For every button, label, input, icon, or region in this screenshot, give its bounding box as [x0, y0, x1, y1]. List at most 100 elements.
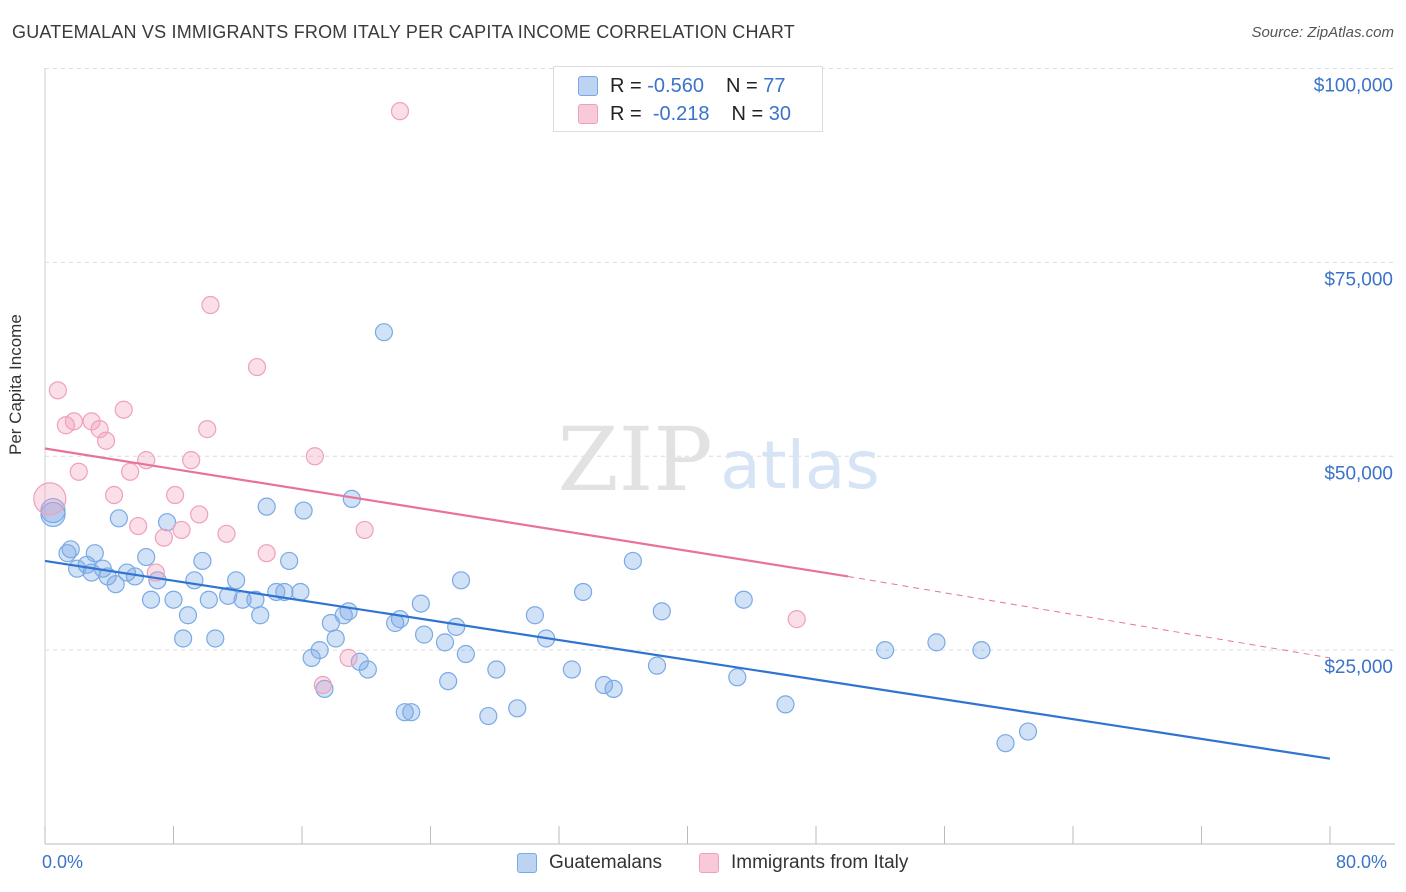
- italy-point: [121, 462, 140, 481]
- stats-legend: R = -0.560 N = 77 R = -0.218 N = 30: [553, 66, 823, 132]
- guatemalan-point: [219, 586, 238, 605]
- guatemalan-point: [199, 590, 218, 609]
- italy-point: [247, 357, 267, 377]
- guatemalan-point: [257, 497, 276, 516]
- guatemalan-point: [185, 571, 204, 590]
- guatemalan-point: [451, 571, 471, 590]
- guatemalan-point: [141, 590, 161, 609]
- guatemalan-point: [227, 571, 246, 590]
- guatemalan-point: [174, 629, 193, 648]
- italy-point: [201, 295, 220, 315]
- guatemalan-point: [927, 633, 946, 652]
- x-tick-right: 80.0%: [1336, 852, 1388, 872]
- italy-point: [90, 420, 109, 439]
- bottom-legend-guatemalans: Guatemalans: [517, 852, 662, 874]
- bottom-legend-label: Guatemalans: [549, 852, 663, 873]
- legend-r-label: R =: [610, 102, 642, 125]
- y-tick-label: $75,000: [1324, 269, 1393, 290]
- axes: [44, 68, 1395, 845]
- italy-point: [96, 431, 116, 450]
- guatemalan-point: [525, 606, 545, 625]
- guatemalan-point: [508, 699, 527, 718]
- guatemalan-point: [1018, 722, 1038, 741]
- italy-point: [172, 520, 191, 540]
- italy-point: [69, 462, 88, 481]
- guatemalan-point: [776, 695, 795, 714]
- italy-point: [129, 516, 148, 536]
- italy-point: [154, 528, 173, 547]
- source-label: Source: ZipAtlas.com: [1251, 24, 1394, 41]
- guatemalan-point: [40, 497, 66, 524]
- guatemalan-point: [562, 660, 581, 679]
- guatemalan-point: [734, 590, 753, 609]
- legend-swatch-blue: [578, 76, 598, 96]
- guatemalan-point: [358, 660, 377, 679]
- italy-point: [305, 447, 324, 466]
- guatemalan-point: [487, 660, 506, 679]
- italy-point: [390, 102, 410, 121]
- bottom-swatch-pink: [699, 853, 719, 873]
- guatemalan-point: [164, 590, 183, 609]
- italy-point: [48, 381, 67, 400]
- guatemalan-point: [479, 706, 498, 726]
- guatemalan-point: [157, 513, 177, 532]
- guatemalan-trend-line: [44, 559, 1331, 760]
- guatemalan-point: [414, 625, 434, 644]
- y-tick-labels: $25,000 $50,000 $75,000 $100,000: [1314, 76, 1393, 679]
- guatemalan-point: [109, 509, 128, 528]
- guatemalan-point: [996, 734, 1015, 753]
- guatemalan-point: [573, 582, 593, 602]
- guatemalan-point: [339, 602, 358, 621]
- italy-point: [190, 505, 209, 524]
- guatemalan-point: [193, 551, 212, 571]
- guatemalan-point: [594, 675, 614, 695]
- guatemalan-point: [411, 594, 430, 613]
- guatemalan-point: [137, 547, 156, 567]
- guatemalan-point: [374, 323, 394, 342]
- italy-trend-line: [44, 447, 849, 578]
- guatemalan-point: [61, 540, 80, 559]
- italy-point: [114, 400, 133, 419]
- italy-point: [198, 420, 217, 439]
- y-tick-label: $25,000: [1324, 657, 1393, 678]
- guatemalan-point: [395, 703, 414, 722]
- guatemalan-point: [390, 610, 410, 629]
- guatemalan-point: [647, 656, 667, 675]
- guatemalan-point: [291, 582, 310, 602]
- guatemalan-point: [402, 703, 421, 722]
- italy-point: [313, 675, 332, 695]
- guatemalan-point: [326, 629, 345, 648]
- italy-point: [787, 610, 806, 629]
- guatemalan-point: [875, 641, 895, 660]
- data-points: [33, 102, 1038, 753]
- legend-r-value: -0.218: [652, 102, 710, 125]
- grid-lines: [45, 68, 1395, 651]
- guatemalan-point: [280, 551, 299, 571]
- chart-title: GUATEMALAN VS IMMIGRANTS FROM ITALY PER …: [12, 22, 795, 42]
- legend-n-value: 30: [768, 102, 792, 125]
- guatemalan-point: [456, 644, 475, 664]
- guatemalan-point: [652, 602, 671, 621]
- guatemalan-point: [310, 641, 329, 660]
- guatemalan-point: [85, 544, 104, 563]
- guatemalan-point: [728, 668, 747, 687]
- legend-r-value: -0.560: [647, 74, 704, 97]
- italy-point: [339, 648, 358, 667]
- legend-row-guatemalans: R = -0.560 N = 77: [578, 73, 785, 99]
- guatemalan-point: [447, 617, 466, 636]
- italy-point: [33, 482, 67, 516]
- legend-n-label: N =: [731, 102, 764, 125]
- italy-point: [355, 520, 374, 540]
- guatemalan-point: [604, 679, 623, 699]
- legend-n-label: N =: [725, 74, 758, 97]
- watermark: ZIP atlas: [557, 408, 879, 511]
- y-tick-label: $50,000: [1324, 463, 1393, 484]
- legend-row-italy: R = -0.218 N = 30: [578, 101, 791, 127]
- guatemalan-point: [251, 606, 270, 625]
- guatemalan-point: [206, 629, 225, 648]
- bottom-legend-italy: Immigrants from Italy: [699, 852, 908, 874]
- watermark-atlas: atlas: [720, 427, 880, 504]
- legend-n-value: 77: [763, 74, 786, 97]
- italy-point: [64, 412, 84, 431]
